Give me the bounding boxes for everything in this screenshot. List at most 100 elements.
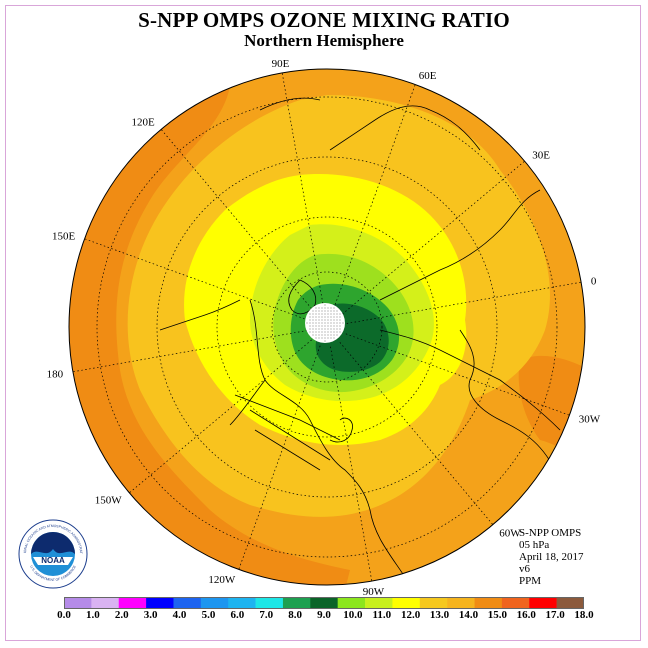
colorbar-swatch [556,597,584,609]
no-data-dot [330,310,332,312]
latitude-circle [271,271,383,383]
no-data-dot [336,310,338,312]
no-data-dot [336,322,338,324]
colorbar-swatch [91,597,120,609]
no-data-dot [315,322,317,324]
no-data-dot [327,325,329,327]
info-units: PPM [519,575,542,587]
info-date: April 18, 2017 [519,551,584,563]
no-data-dot [336,313,338,315]
colorbar-tick-label: 9.0 [317,609,331,621]
no-data-dot [336,316,338,318]
colorbar-tick-label: 4.0 [172,609,187,621]
no-data-dot [333,322,335,324]
latitude-circle [216,216,438,438]
logo-band [33,557,73,565]
colorbar-swatch [392,597,421,609]
figure-subtitle: Northern Hemisphere [244,31,404,50]
no-data-dot [315,307,317,309]
longitude-label: 60W [499,527,521,539]
colorbar-tick-label: 16.0 [516,609,536,621]
no-data-dot [318,322,320,324]
no-data-dot [324,307,326,309]
longitude-label: 150W [95,494,123,506]
no-data-dot [309,319,311,321]
longitude-label: 30W [579,414,601,426]
colorbar-tick-label: 13.0 [429,609,450,621]
no-data-dot [318,325,320,327]
no-data-dot [324,337,326,339]
longitude-label: 30E [532,150,550,162]
no-data-dot [324,334,326,336]
ozone-field [69,69,585,585]
no-data-dot [333,310,335,312]
no-data-dot [327,310,329,312]
longitude-label: 90W [363,586,385,598]
no-data-dot [318,307,320,309]
no-data-dot [327,328,329,330]
no-data-dot [318,334,320,336]
colorbar-swatch [337,597,366,609]
no-data-dot [312,331,314,333]
no-data-dot [342,322,344,324]
no-data-dot [333,307,335,309]
no-data-dot [327,307,329,309]
longitude-label: 180 [47,369,64,381]
no-data-dot [315,334,317,336]
colorbar-tick-label: 10.0 [343,609,363,621]
no-data-dot [327,334,329,336]
no-data-dot [312,322,314,324]
no-data-dot [333,328,335,330]
colorbar-swatch [474,597,503,609]
no-data-dot [339,331,341,333]
colorbar-tick-label: 1.0 [86,609,100,621]
no-data-dot [321,313,323,315]
colorbar [64,597,584,609]
no-data-dot [324,304,326,306]
no-data-dot [318,316,320,318]
no-data-dot [339,316,341,318]
no-data-dot [339,319,341,321]
latitude-circle [156,156,498,498]
no-data-dot [324,331,326,333]
info-block: S-NPP OMPS 05 hPa April 18, 2017 v6 PPM [519,527,583,587]
colorbar-swatch [146,597,174,609]
colorbar-tick-label: 12.0 [401,609,421,621]
no-data-dot [336,334,338,336]
no-data-dot [309,322,311,324]
figure-frame [5,5,641,641]
no-data-dot [327,331,329,333]
no-data-dot [318,331,320,333]
no-data-dot [333,337,335,339]
no-data-dot [330,328,332,330]
no-data-dot [312,328,314,330]
noaa-logo: NOAA NATIONAL OCEANIC AND ATMOSPHERIC AD… [18,519,88,589]
no-data-dot [324,319,326,321]
no-data-dot [315,313,317,315]
no-data-dot [336,331,338,333]
no-data-dot [327,313,329,315]
no-data-dot [333,316,335,318]
map-boundary-circle [68,68,586,586]
figure-title: S-NPP OMPS OZONE MIXING RATIO [138,8,510,32]
no-data-dot [330,319,332,321]
no-data-dot [321,307,323,309]
coastline [288,279,317,315]
no-data-dot [309,316,311,318]
no-data-dot [309,331,311,333]
coastline [259,97,481,151]
colorbar-swatch [118,597,147,609]
no-data-dot [330,325,332,327]
colorbar-tick-label: 7.0 [259,609,274,621]
no-data-dot [333,319,335,321]
no-data-dot [321,328,323,330]
colorbar-tick-label: 5.0 [201,609,216,621]
no-data-dot [339,328,341,330]
longitude-label: 90E [272,58,290,70]
no-data-dot [318,328,320,330]
colorbar-tick-label: 8.0 [288,609,302,621]
no-data-dot [339,322,341,324]
no-data-dot [333,325,335,327]
no-data-dot [315,316,317,318]
colorbar-swatch [501,597,530,609]
